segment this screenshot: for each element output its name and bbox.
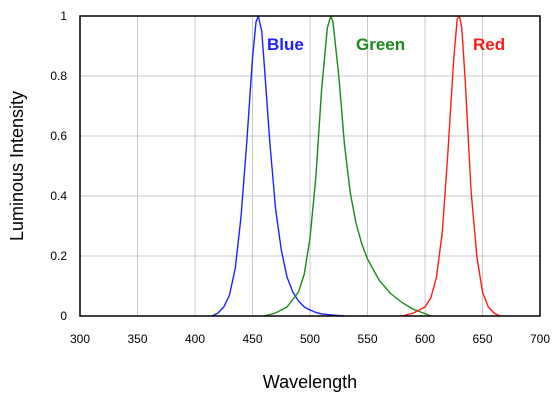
y-tick-label: 0.2 <box>50 249 67 263</box>
y-tick-labels: 0 0.2 0.4 0.6 0.8 1 <box>50 9 67 323</box>
x-tick-label: 500 <box>300 332 320 346</box>
x-tick-label: 450 <box>242 332 262 346</box>
series-line-green <box>263 15 432 317</box>
series-line-red <box>401 15 501 317</box>
x-axis-title: Wavelength <box>263 372 357 392</box>
series-label-blue: Blue <box>267 35 304 54</box>
y-tick-label: 0 <box>60 309 67 323</box>
plot-frame <box>79 15 541 317</box>
y-axis-title: Luminous Intensity <box>7 91 27 241</box>
x-tick-label: 400 <box>185 332 205 346</box>
y-tick-label: 1 <box>60 9 67 23</box>
y-tick-label: 0.6 <box>50 129 67 143</box>
x-tick-label: 650 <box>472 332 492 346</box>
x-tick-label: 600 <box>415 332 435 346</box>
series-layer <box>211 15 501 317</box>
x-tick-label: 350 <box>127 332 147 346</box>
x-tick-labels: 300 350 400 450 500 550 600 650 700 <box>70 332 550 346</box>
series-label-green: Green <box>356 35 405 54</box>
series-labels: Blue Green Red <box>267 35 505 54</box>
series-label-red: Red <box>473 35 505 54</box>
y-tick-label: 0.4 <box>50 189 67 203</box>
x-tick-label: 550 <box>357 332 377 346</box>
x-tick-label: 700 <box>530 332 550 346</box>
series-line-blue <box>211 15 345 317</box>
x-tick-label: 300 <box>70 332 90 346</box>
y-tick-label: 0.8 <box>50 69 67 83</box>
